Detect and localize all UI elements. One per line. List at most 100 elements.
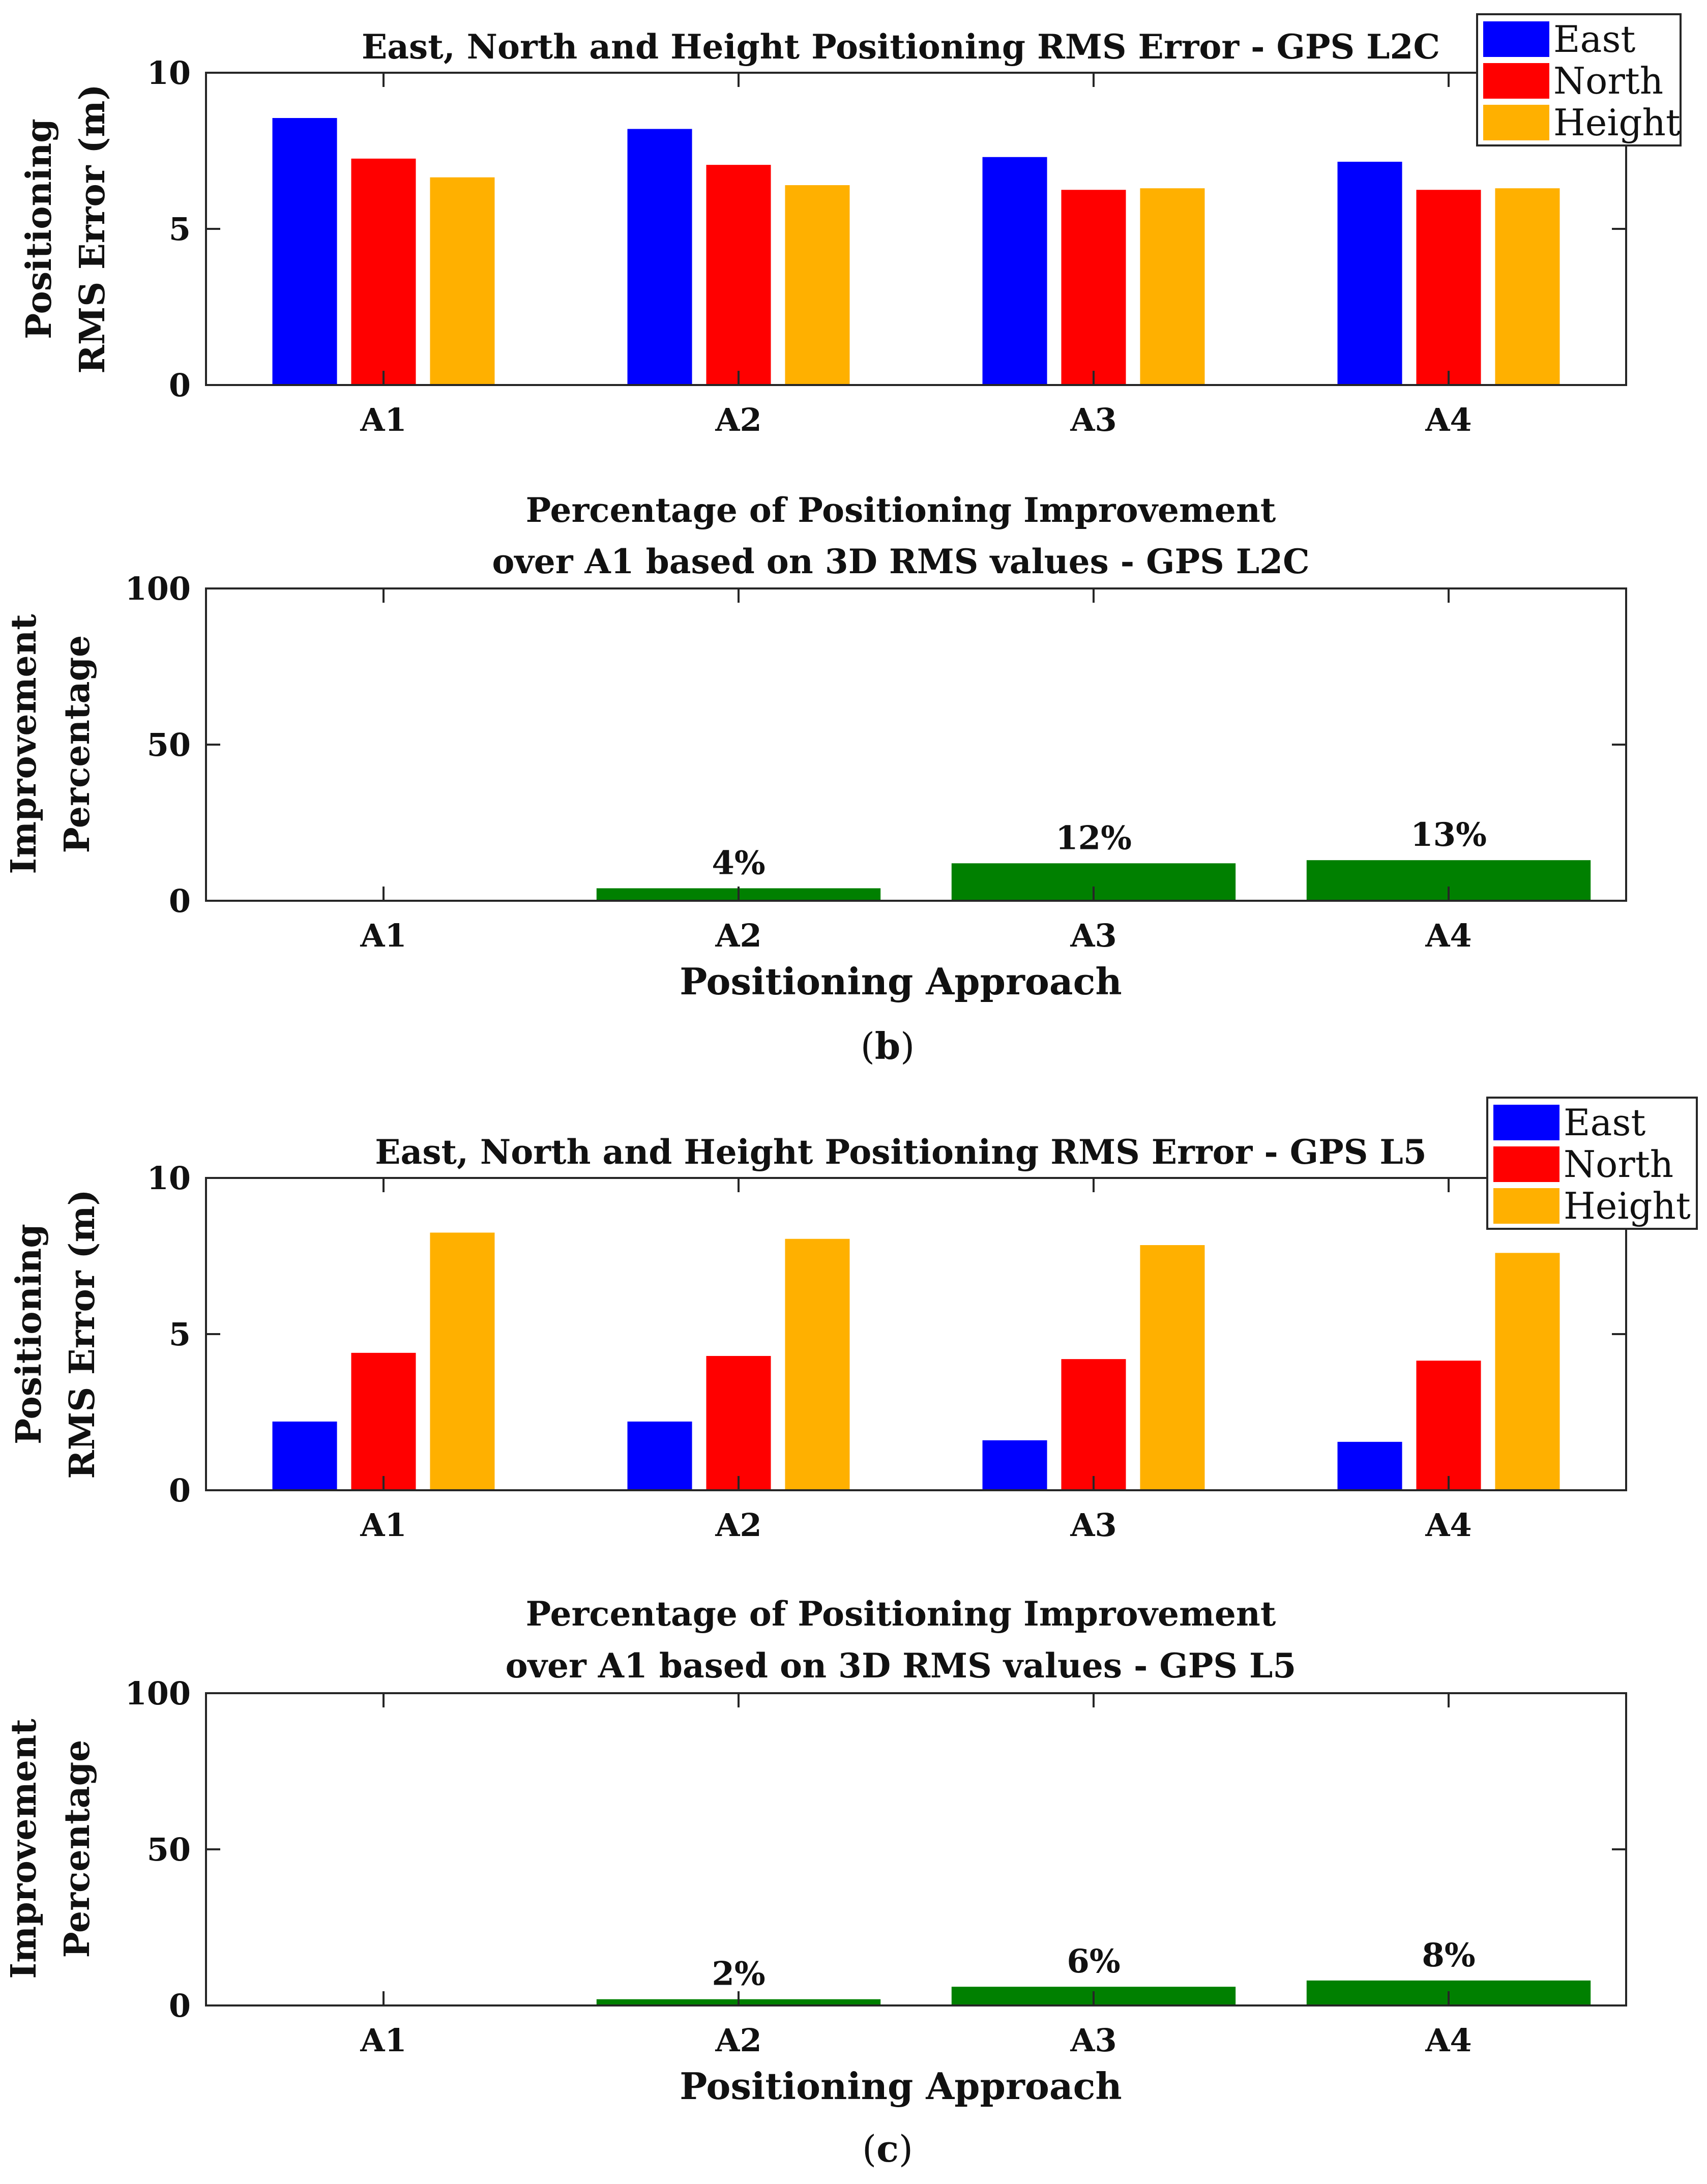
y-tick-label-10: 10: [147, 54, 191, 92]
legend-label-east: East: [1564, 1101, 1645, 1144]
bar-height-a4: [1495, 1253, 1560, 1490]
bar-north-a1: [351, 158, 416, 385]
y-axis-label-line-2: Percentage: [57, 635, 98, 853]
bar-height-a3: [1140, 1245, 1205, 1490]
chart-title-line-1: East, North and Height Positioning RMS E…: [362, 27, 1440, 67]
caption-b: (b): [861, 1024, 915, 1068]
bar-east-a1: [272, 1421, 337, 1490]
bar-east-a2: [627, 129, 692, 385]
data-label-a4: 13%: [1410, 816, 1487, 854]
plot-area: [206, 1178, 1626, 1490]
caption-c-close: ): [899, 2128, 913, 2170]
y-axis-label-line-1: Improvement: [4, 614, 44, 874]
data-label-a2: 2%: [712, 1955, 765, 1993]
chart-title-line-1: Percentage of Positioning Improvement: [526, 1594, 1276, 1634]
chart-p4: 2% 6% 8% 0 50 100 A1 A2 A3 A4 Percentage of Positi…: [4, 1594, 1627, 2108]
x-tick-label-a4: A4: [1425, 401, 1471, 438]
y-tick-label-50: 50: [147, 1831, 191, 1868]
y-tick-label-100: 100: [125, 570, 191, 607]
y-tick-label-100: 100: [125, 1675, 191, 1712]
plot-area: [206, 73, 1626, 385]
bar-north-a4: [1416, 190, 1481, 385]
x-tick-label-a2: A2: [715, 917, 761, 954]
y-axis-label-line-2: RMS Error (m): [72, 84, 113, 373]
caption-b-open: (: [861, 1025, 875, 1068]
chart-title-line-1: Percentage of Positioning Improvement: [526, 490, 1276, 530]
caption-c-letter: c: [876, 2127, 899, 2170]
chart-title-line-1: East, North and Height Positioning RMS E…: [375, 1132, 1427, 1172]
legend-swatch-height: [1493, 1188, 1559, 1224]
bar-north-a2: [706, 1355, 771, 1490]
chart-title-line-2: over A1 based on 3D RMS values - GPS L5: [506, 1646, 1297, 1686]
chart-title-line-2: over A1 based on 3D RMS values - GPS L2C: [492, 542, 1309, 581]
y-tick-label-5: 5: [169, 211, 191, 248]
chart-p2: 4% 12% 13% 0 50 100 A1 A2 A3 A4 Percentage of Posi…: [4, 490, 1627, 1003]
x-tick-label-a3: A3: [1070, 2022, 1116, 2059]
legend-label-east: East: [1553, 18, 1635, 61]
plot-area: [206, 588, 1626, 901]
x-axis-label: Positioning Approach: [680, 2064, 1122, 2108]
x-tick-label-a2: A2: [715, 2022, 761, 2059]
y-axis-label-line-1: Positioning: [9, 1224, 49, 1444]
caption-c: (c): [862, 2127, 913, 2170]
bar-east-a4: [1337, 161, 1402, 385]
bar-height-a3: [1140, 188, 1205, 385]
bar-north-a3: [1061, 1359, 1126, 1490]
y-axis-label-line-1: Improvement: [4, 1719, 44, 1979]
bar-height-a1: [430, 177, 495, 385]
x-tick-label-a3: A3: [1070, 1507, 1116, 1544]
y-tick-label-0: 0: [169, 1987, 191, 2024]
y-tick-label-0: 0: [169, 1472, 191, 1509]
x-tick-label-a2: A2: [715, 401, 761, 438]
bar-east-a4: [1337, 1441, 1402, 1490]
bar-east-a2: [627, 1421, 692, 1490]
legend-swatch-east: [1493, 1105, 1559, 1140]
x-tick-label-a1: A1: [360, 2022, 406, 2059]
y-axis-label-line-2: Percentage: [57, 1740, 98, 1958]
legend-label-north: North: [1564, 1143, 1673, 1186]
legend-label-height: Height: [1564, 1185, 1691, 1227]
legend-swatch-height: [1483, 105, 1549, 140]
data-label-a3: 6%: [1067, 1942, 1120, 1981]
legend-label-north: North: [1553, 60, 1663, 102]
y-axis-label-line-2: RMS Error (m): [62, 1189, 103, 1479]
legend-swatch-east: [1483, 21, 1549, 57]
x-tick-label-a4: A4: [1425, 2022, 1471, 2059]
bar-east-a3: [982, 157, 1047, 385]
x-tick-label-a1: A1: [360, 917, 406, 954]
legend-label-height: Height: [1553, 101, 1681, 144]
bar-height-a4: [1495, 188, 1560, 385]
y-tick-label-50: 50: [147, 726, 191, 763]
bar-east-a3: [982, 1440, 1047, 1490]
caption-c-open: (: [862, 2128, 876, 2170]
bar-north-a2: [706, 165, 771, 385]
x-tick-label-a1: A1: [360, 1507, 406, 1544]
x-tick-label-a2: A2: [715, 1507, 761, 1544]
bar-east-a1: [272, 118, 337, 385]
legend-swatch-north: [1493, 1146, 1559, 1182]
y-tick-label-0: 0: [169, 882, 191, 920]
x-tick-label-a1: A1: [360, 401, 406, 438]
x-axis-label: Positioning Approach: [680, 960, 1122, 1003]
data-label-a3: 12%: [1055, 819, 1132, 857]
y-axis-label-line-1: Positioning: [19, 119, 60, 339]
y-tick-label-0: 0: [169, 367, 191, 404]
data-label-a4: 8%: [1422, 1936, 1475, 1974]
chart-p1: 0 5 10 A1 A2 A3 A4 East, North and Height Posit…: [19, 13, 1682, 438]
bar-north-a3: [1061, 190, 1126, 385]
y-tick-label-5: 5: [169, 1316, 191, 1353]
chart-p3: 0 5 10 A1 A2 A3 A4 East, North and Height Posit…: [9, 1097, 1698, 1544]
y-tick-label-10: 10: [147, 1160, 191, 1197]
x-tick-label-a4: A4: [1425, 917, 1471, 954]
x-tick-label-a3: A3: [1070, 401, 1116, 438]
caption-b-letter: b: [875, 1024, 900, 1068]
x-tick-label-a3: A3: [1070, 917, 1116, 954]
bar-height-a2: [785, 1238, 850, 1490]
caption-b-close: ): [900, 1025, 915, 1068]
bar-north-a4: [1416, 1361, 1481, 1490]
plot-area: [206, 1693, 1626, 2005]
data-label-a2: 4%: [712, 844, 765, 882]
